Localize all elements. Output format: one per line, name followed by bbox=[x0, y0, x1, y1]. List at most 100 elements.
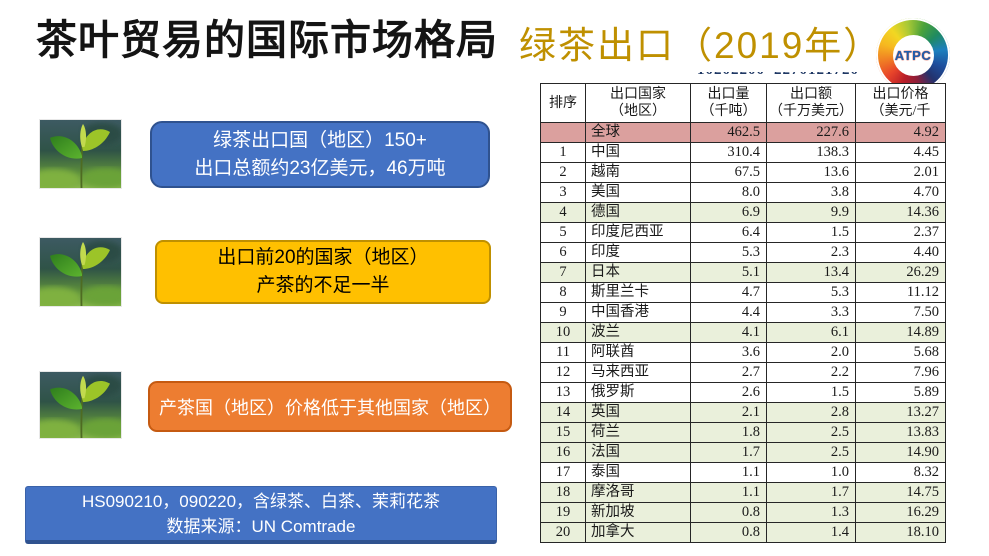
cell-rank: 15 bbox=[540, 422, 586, 443]
table-header-row: 排序 出口国家 （地区） 出口量 （千吨） 出口额 （千万美元） 出口价格 （美元/千 bbox=[540, 83, 946, 123]
cell-country: 新加坡 bbox=[585, 502, 691, 523]
table-row: 1 中国 310.4 138.3 4.45 bbox=[540, 142, 946, 163]
cell-country: 波兰 bbox=[585, 322, 691, 343]
cell-country: 马来西亚 bbox=[585, 362, 691, 383]
atpc-logo-center: ATPC bbox=[892, 34, 934, 76]
cell-rank: 12 bbox=[540, 362, 586, 383]
export-table-body: 全球 462.5 227.6 4.92 1 中国 310.4 138.3 4.45 2 越南 67.5… bbox=[540, 122, 946, 543]
table-row: 16 法国 1.7 2.5 14.90 bbox=[540, 442, 946, 463]
cell-qty: 4.4 bbox=[690, 302, 767, 323]
table-header-cell: 出口额 （千万美元） bbox=[766, 83, 856, 123]
tea-sprout-photo-1 bbox=[40, 120, 121, 188]
export-table-head: 排序 出口国家 （地区） 出口量 （千吨） 出口额 （千万美元） 出口价格 （美元/千 bbox=[540, 83, 946, 123]
cell-value: 2.8 bbox=[766, 402, 856, 423]
cell-rank: 9 bbox=[540, 302, 586, 323]
clipped-number-strip-1: 102022000 bbox=[697, 72, 763, 81]
cell-qty: 6.4 bbox=[690, 222, 767, 243]
cell-country: 摩洛哥 bbox=[585, 482, 691, 503]
export-table: 排序 出口国家 （地区） 出口量 （千吨） 出口额 （千万美元） 出口价格 （美元/千 全球 46… bbox=[540, 83, 946, 543]
cell-price: 14.75 bbox=[855, 482, 946, 503]
cell-qty: 310.4 bbox=[690, 142, 767, 163]
table-header-cell: 出口价格 （美元/千 bbox=[855, 83, 946, 123]
cell-rank: 8 bbox=[540, 282, 586, 303]
table-row: 13 俄罗斯 2.6 1.5 5.89 bbox=[540, 382, 946, 403]
cell-value: 1.4 bbox=[766, 522, 856, 543]
cell-rank bbox=[540, 122, 586, 143]
cell-price: 4.45 bbox=[855, 142, 946, 163]
cell-rank: 10 bbox=[540, 322, 586, 343]
cell-country: 荷兰 bbox=[585, 422, 691, 443]
callout-top20: 出口前20的国家（地区） 产茶的不足一半 bbox=[155, 240, 491, 304]
cell-qty: 6.9 bbox=[690, 202, 767, 223]
atpc-logo-text: ATPC bbox=[894, 47, 932, 63]
cell-value: 6.1 bbox=[766, 322, 856, 343]
table-row: 14 英国 2.1 2.8 13.27 bbox=[540, 402, 946, 423]
table-row: 12 马来西亚 2.7 2.2 7.96 bbox=[540, 362, 946, 383]
cell-rank: 5 bbox=[540, 222, 586, 243]
cell-rank: 2 bbox=[540, 162, 586, 183]
cell-value: 13.4 bbox=[766, 262, 856, 283]
cell-value: 1.0 bbox=[766, 462, 856, 483]
cell-qty: 2.1 bbox=[690, 402, 767, 423]
data-source-box: HS090210，090220，含绿茶、白茶、茉莉花茶 数据来源：UN Comt… bbox=[25, 486, 497, 544]
cell-qty: 5.1 bbox=[690, 262, 767, 283]
cell-country: 印度 bbox=[585, 242, 691, 263]
cell-qty: 1.1 bbox=[690, 462, 767, 483]
cell-rank: 17 bbox=[540, 462, 586, 483]
cell-country: 斯里兰卡 bbox=[585, 282, 691, 303]
cell-rank: 7 bbox=[540, 262, 586, 283]
table-header-cell: 排序 bbox=[540, 83, 586, 123]
cell-rank: 11 bbox=[540, 342, 586, 363]
cell-price: 16.29 bbox=[855, 502, 946, 523]
cell-qty: 462.5 bbox=[690, 122, 767, 143]
cell-country: 英国 bbox=[585, 402, 691, 423]
cell-value: 2.5 bbox=[766, 422, 856, 443]
cell-country: 越南 bbox=[585, 162, 691, 183]
table-row: 19 新加坡 0.8 1.3 16.29 bbox=[540, 502, 946, 523]
table-row: 全球 462.5 227.6 4.92 bbox=[540, 122, 946, 143]
cell-rank: 6 bbox=[540, 242, 586, 263]
cell-country: 美国 bbox=[585, 182, 691, 203]
cell-value: 227.6 bbox=[766, 122, 856, 143]
cell-price: 4.40 bbox=[855, 242, 946, 263]
callout-top20-line2: 产茶的不足一半 bbox=[256, 275, 390, 296]
cell-country: 日本 bbox=[585, 262, 691, 283]
cell-qty: 67.5 bbox=[690, 162, 767, 183]
cell-country: 中国 bbox=[585, 142, 691, 163]
atpc-logo: ATPC bbox=[876, 18, 950, 92]
cell-qty: 2.6 bbox=[690, 382, 767, 403]
data-source-line2: 数据来源：UN Comtrade bbox=[166, 516, 356, 536]
callout-export-countries: 绿茶出口国（地区）150+ 出口总额约23亿美元，46万吨 bbox=[150, 121, 490, 188]
cell-country: 泰国 bbox=[585, 462, 691, 483]
cell-qty: 0.8 bbox=[690, 522, 767, 543]
cell-qty: 2.7 bbox=[690, 362, 767, 383]
cell-price: 2.37 bbox=[855, 222, 946, 243]
table-row: 8 斯里兰卡 4.7 5.3 11.12 bbox=[540, 282, 946, 303]
cell-country: 阿联酋 bbox=[585, 342, 691, 363]
table-row: 20 加拿大 0.8 1.4 18.10 bbox=[540, 522, 946, 543]
cell-rank: 18 bbox=[540, 482, 586, 503]
cell-price: 7.96 bbox=[855, 362, 946, 383]
data-source-line1: HS090210，090220，含绿茶、白茶、茉莉花茶 bbox=[81, 491, 441, 511]
cell-price: 4.92 bbox=[855, 122, 946, 143]
cell-value: 13.6 bbox=[766, 162, 856, 183]
cell-value: 3.3 bbox=[766, 302, 856, 323]
callout-price-comparison-line1: 产茶国（地区）价格低于其他国家（地区） bbox=[159, 397, 501, 418]
cell-price: 13.27 bbox=[855, 402, 946, 423]
tea-sprout-photo-2 bbox=[40, 238, 121, 306]
table-row: 4 德国 6.9 9.9 14.36 bbox=[540, 202, 946, 223]
cell-value: 1.5 bbox=[766, 382, 856, 403]
page-title: 茶叶贸易的国际市场格局 bbox=[36, 17, 498, 63]
table-row: 10 波兰 4.1 6.1 14.89 bbox=[540, 322, 946, 343]
cell-qty: 0.8 bbox=[690, 502, 767, 523]
cell-price: 5.89 bbox=[855, 382, 946, 403]
cell-price: 14.36 bbox=[855, 202, 946, 223]
clipped-number-strip-2: 2270121720 bbox=[774, 72, 860, 81]
cell-value: 5.3 bbox=[766, 282, 856, 303]
cell-price: 11.12 bbox=[855, 282, 946, 303]
cell-price: 4.70 bbox=[855, 182, 946, 203]
cell-value: 3.8 bbox=[766, 182, 856, 203]
cell-rank: 4 bbox=[540, 202, 586, 223]
table-row: 7 日本 5.1 13.4 26.29 bbox=[540, 262, 946, 283]
callout-export-countries-line1: 绿茶出口国（地区）150+ bbox=[213, 129, 427, 151]
